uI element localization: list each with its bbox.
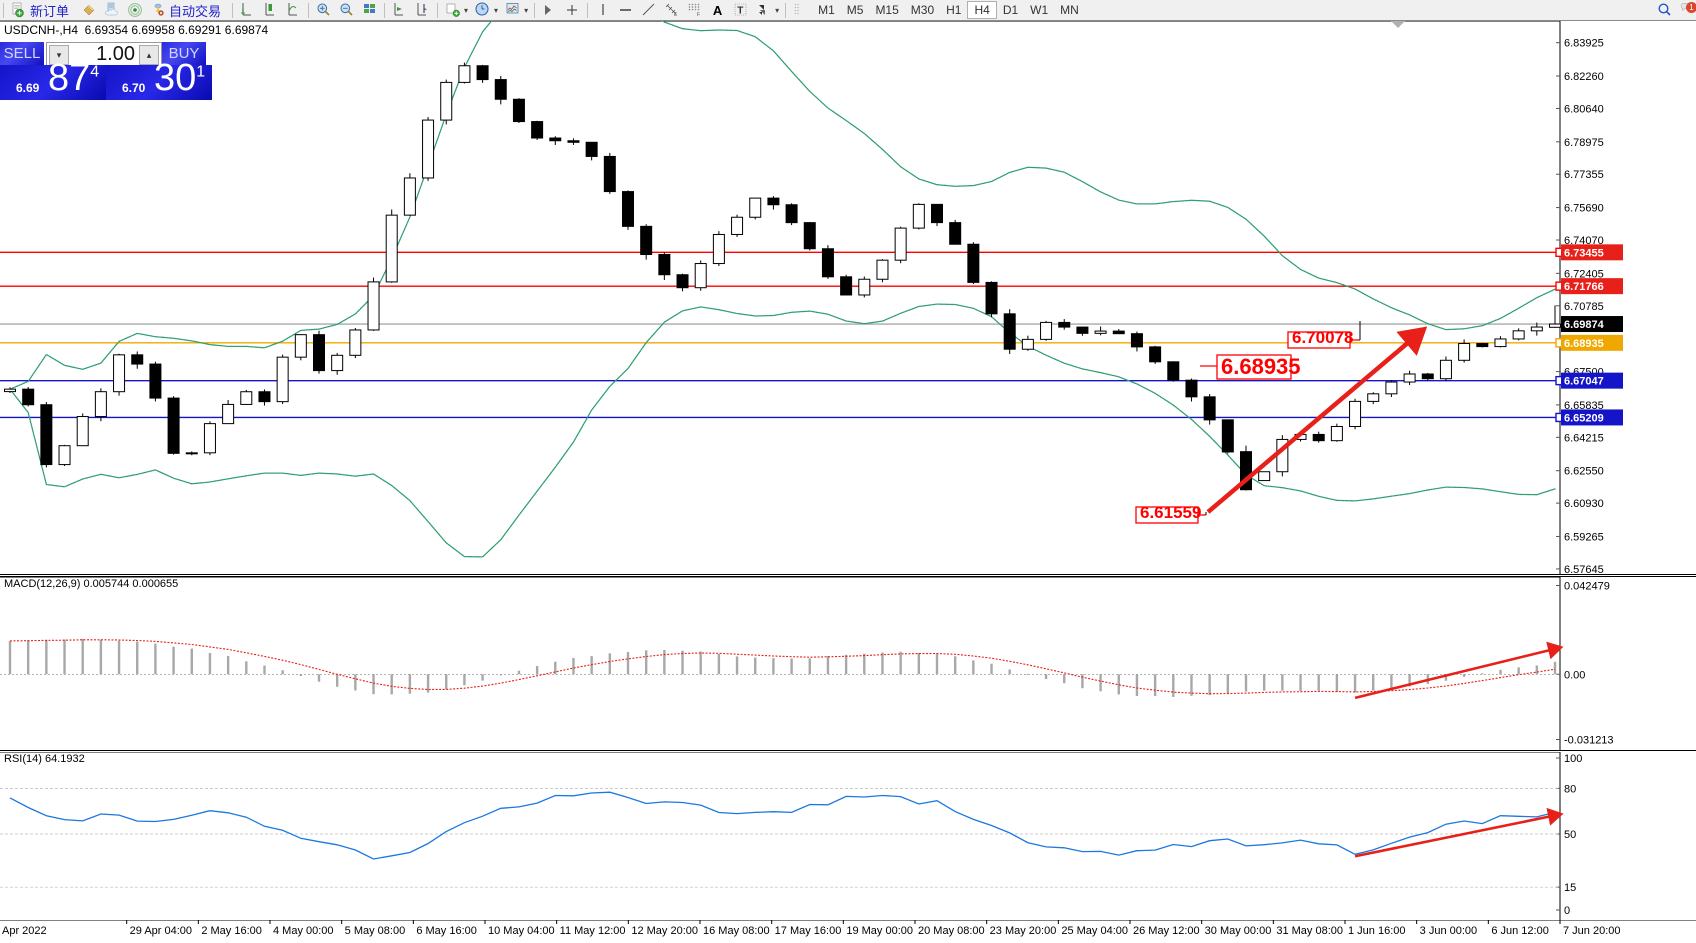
svg-text:30 May 00:00: 30 May 00:00 — [1205, 925, 1272, 937]
svg-text:29 Apr 04:00: 29 Apr 04:00 — [130, 925, 192, 937]
svg-text:4 May 00:00: 4 May 00:00 — [273, 925, 334, 937]
svg-text:1 Jun 16:00: 1 Jun 16:00 — [1348, 925, 1406, 937]
svg-text:80: 80 — [1564, 783, 1576, 795]
svg-text:0.042479: 0.042479 — [1564, 581, 1610, 593]
svg-text:2 May 16:00: 2 May 16:00 — [201, 925, 262, 937]
svg-text:25 May 04:00: 25 May 04:00 — [1061, 925, 1128, 937]
svg-text:6 May 16:00: 6 May 16:00 — [416, 925, 477, 937]
svg-text:100: 100 — [1564, 753, 1582, 765]
svg-text:Apr 2022: Apr 2022 — [2, 925, 47, 937]
svg-text:12 May 20:00: 12 May 20:00 — [631, 925, 698, 937]
svg-text:6 Jun 12:00: 6 Jun 12:00 — [1491, 925, 1549, 937]
svg-text:31 May 08:00: 31 May 08:00 — [1276, 925, 1343, 937]
svg-text:7 Jun 20:00: 7 Jun 20:00 — [1563, 925, 1621, 937]
svg-text:10 May 04:00: 10 May 04:00 — [488, 925, 555, 937]
svg-text:50: 50 — [1564, 829, 1576, 841]
svg-text:0: 0 — [1564, 905, 1570, 917]
svg-text:23 May 20:00: 23 May 20:00 — [990, 925, 1057, 937]
svg-text:15: 15 — [1564, 882, 1576, 894]
svg-text:20 May 08:00: 20 May 08:00 — [918, 925, 985, 937]
svg-text:16 May 08:00: 16 May 08:00 — [703, 925, 770, 937]
svg-text:26 May 12:00: 26 May 12:00 — [1133, 925, 1200, 937]
svg-text:5 May 08:00: 5 May 08:00 — [345, 925, 406, 937]
svg-text:11 May 12:00: 11 May 12:00 — [560, 925, 626, 937]
svg-text:-0.031213: -0.031213 — [1564, 735, 1614, 747]
svg-text:17 May 16:00: 17 May 16:00 — [775, 925, 842, 937]
svg-text:6.68935: 6.68935 — [1221, 354, 1301, 379]
svg-text:19 May 00:00: 19 May 00:00 — [846, 925, 913, 937]
svg-text:6.61559: 6.61559 — [1140, 503, 1201, 522]
svg-text:3 Jun 00:00: 3 Jun 00:00 — [1420, 925, 1478, 937]
svg-text:6.70078: 6.70078 — [1292, 328, 1353, 347]
svg-text:0.00: 0.00 — [1564, 669, 1585, 681]
svg-text:T: T — [737, 6, 743, 17]
svg-text:F: F — [697, 12, 700, 18]
svg-text:E: E — [674, 12, 678, 18]
